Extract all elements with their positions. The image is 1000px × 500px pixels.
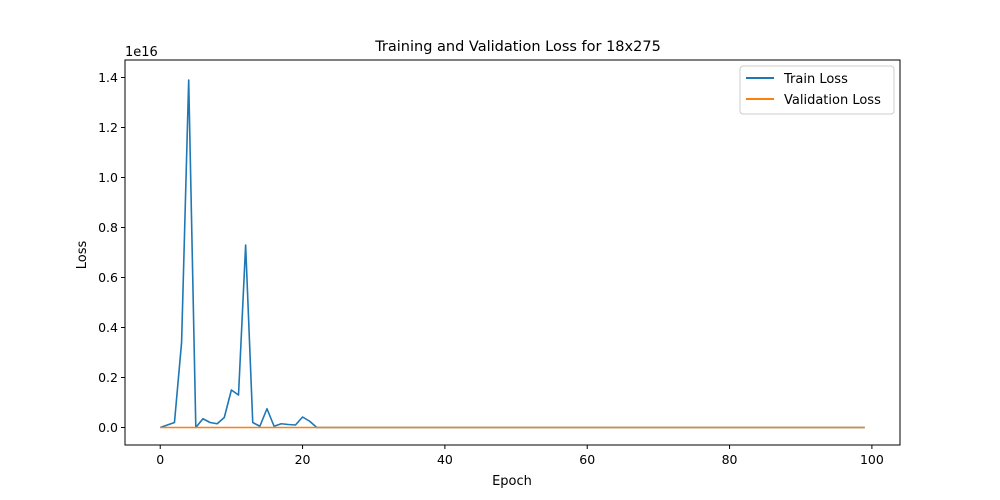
y-tick-label: 0.6 bbox=[98, 270, 118, 285]
axes-spines bbox=[124, 59, 901, 446]
legend: Train Loss Validation Loss bbox=[739, 65, 895, 115]
x-axis-ticks: 0 20 40 60 80 100 bbox=[156, 445, 884, 467]
series-line-train-loss bbox=[159, 79, 865, 429]
x-axis-label: Epoch bbox=[492, 474, 532, 489]
y-tick-label: 0.0 bbox=[98, 420, 118, 435]
y-axis-offset-label: 1e16 bbox=[125, 45, 158, 60]
x-tick-label: 20 bbox=[295, 452, 311, 467]
plot-frame bbox=[124, 59, 901, 446]
y-axis-ticks: 0.0 0.2 0.4 0.6 0.8 1.0 1.2 1.4 bbox=[98, 70, 125, 435]
y-tick-label: 0.4 bbox=[98, 320, 118, 335]
chart-title: Training and Validation Loss for 18x275 bbox=[374, 39, 661, 55]
y-tick-label: 0.2 bbox=[98, 370, 118, 385]
x-tick-label: 40 bbox=[437, 452, 453, 467]
y-tick-label: 1.4 bbox=[98, 70, 118, 85]
y-axis-label: Loss bbox=[75, 241, 90, 270]
y-tick-label: 1.2 bbox=[98, 120, 118, 135]
y-tick-label: 1.0 bbox=[98, 170, 118, 185]
series-lines bbox=[159, 79, 865, 429]
legend-label-train-loss: Train Loss bbox=[783, 72, 848, 87]
x-tick-label: 0 bbox=[156, 452, 164, 467]
y-tick-label: 0.8 bbox=[98, 220, 118, 235]
x-tick-label: 100 bbox=[860, 452, 884, 467]
legend-box bbox=[739, 65, 895, 115]
legend-label-validation-loss: Validation Loss bbox=[784, 93, 881, 108]
x-tick-label: 80 bbox=[722, 452, 738, 467]
x-tick-label: 60 bbox=[579, 452, 595, 467]
